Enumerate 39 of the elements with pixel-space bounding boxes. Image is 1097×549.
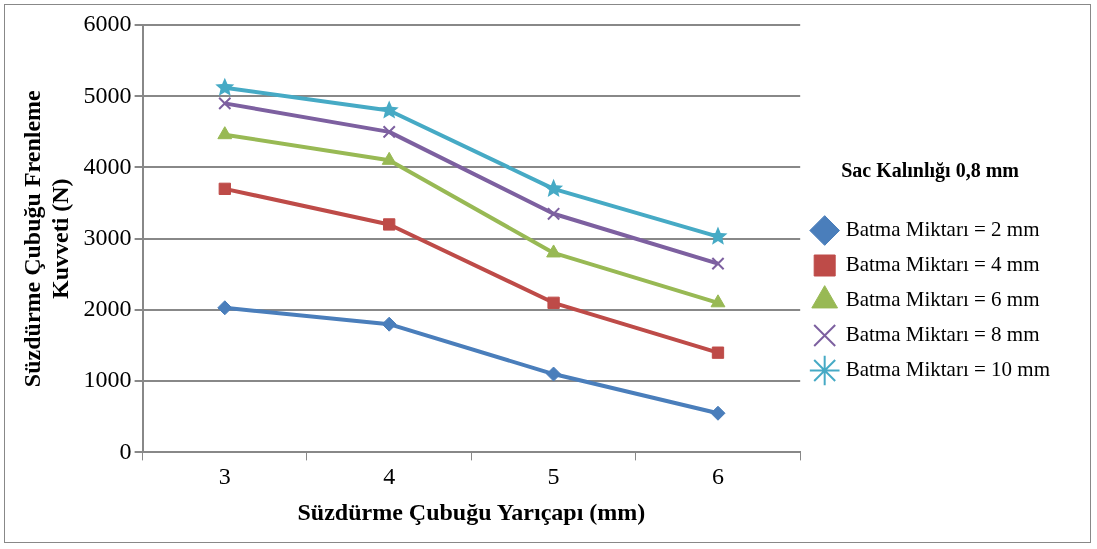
x-tick-label: 5 xyxy=(547,463,560,490)
legend-label: Batma Miktarı = 2 mm xyxy=(845,217,1040,242)
point xyxy=(218,182,231,195)
x-axis-title: Süzdürme Çubuğu Yarıçapı (mm) xyxy=(297,498,646,525)
point xyxy=(381,151,397,165)
legend-label: Batma Miktarı = 6 mm xyxy=(845,287,1040,312)
y-tick-label: 0 xyxy=(119,437,132,464)
point xyxy=(383,218,396,231)
point xyxy=(544,178,564,197)
point xyxy=(381,316,397,332)
legend-label: Batma Miktarı = 10 mm xyxy=(845,357,1051,382)
y-tick-label: 6000 xyxy=(83,10,132,37)
legend-label: Batma Miktarı = 4 mm xyxy=(845,252,1040,277)
point xyxy=(711,346,725,359)
y-tick-label: 4000 xyxy=(83,152,132,179)
point xyxy=(215,77,235,96)
x-tick-label: 6 xyxy=(711,463,724,490)
point xyxy=(710,294,726,308)
point xyxy=(546,244,562,258)
y-tick-label: 5000 xyxy=(83,81,132,108)
point xyxy=(217,300,233,316)
y-tick-label: 2000 xyxy=(83,295,132,322)
x-tick-label: 4 xyxy=(383,463,396,490)
point xyxy=(218,96,232,111)
point xyxy=(546,366,562,382)
point xyxy=(711,256,725,271)
legend-title: Sac Kalınlığı 0,8 mm xyxy=(841,159,1020,183)
y-axis-title: Süzdürme Çubuğu Frenleme Kuvveti (N) xyxy=(18,89,74,388)
y-tick-label: 3000 xyxy=(83,224,132,250)
x-tick-label: 3 xyxy=(218,463,231,490)
point xyxy=(217,126,233,140)
point xyxy=(547,296,560,309)
point xyxy=(708,226,728,245)
point xyxy=(382,125,396,139)
legend-label: Batma Miktarı = 8 mm xyxy=(845,322,1040,347)
point xyxy=(710,405,726,421)
point xyxy=(379,100,399,119)
y-tick-label: 1000 xyxy=(83,366,132,393)
point xyxy=(546,207,561,221)
